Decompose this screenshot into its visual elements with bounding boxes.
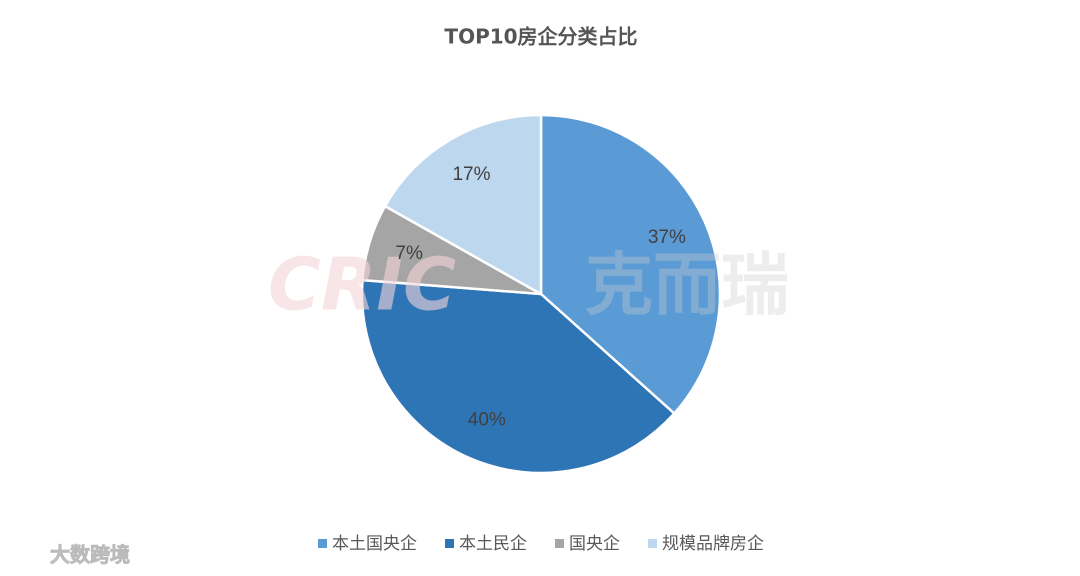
legend-label: 本土民企 xyxy=(459,534,527,554)
watermark: CRIC xyxy=(268,243,456,327)
data-label: 7% xyxy=(395,243,423,264)
legend-swatch xyxy=(648,539,657,548)
data-label: 37% xyxy=(648,227,686,248)
legend-label: 本土国央企 xyxy=(332,534,417,554)
legend-swatch xyxy=(318,539,327,548)
watermark: 克而瑞 xyxy=(585,247,789,326)
pie xyxy=(360,113,722,475)
pie-slice xyxy=(539,113,722,416)
legend-label: 规模品牌房企 xyxy=(662,534,764,554)
watermark: 大数跨境 xyxy=(50,543,130,567)
legend-swatch xyxy=(555,539,564,548)
legend-label: 国央企 xyxy=(569,534,620,554)
legend: 本土国央企 本土民企 国央企 规模品牌房企 xyxy=(318,534,764,554)
labels: 37% 40% 7% 17% xyxy=(395,164,686,431)
pie-slice xyxy=(383,113,543,297)
data-label: 17% xyxy=(452,164,490,185)
legend-swatch xyxy=(445,539,454,548)
chart-title: TOP10房企分类占比 xyxy=(444,25,637,49)
data-label: 40% xyxy=(468,410,506,431)
pie-slice xyxy=(360,278,677,475)
